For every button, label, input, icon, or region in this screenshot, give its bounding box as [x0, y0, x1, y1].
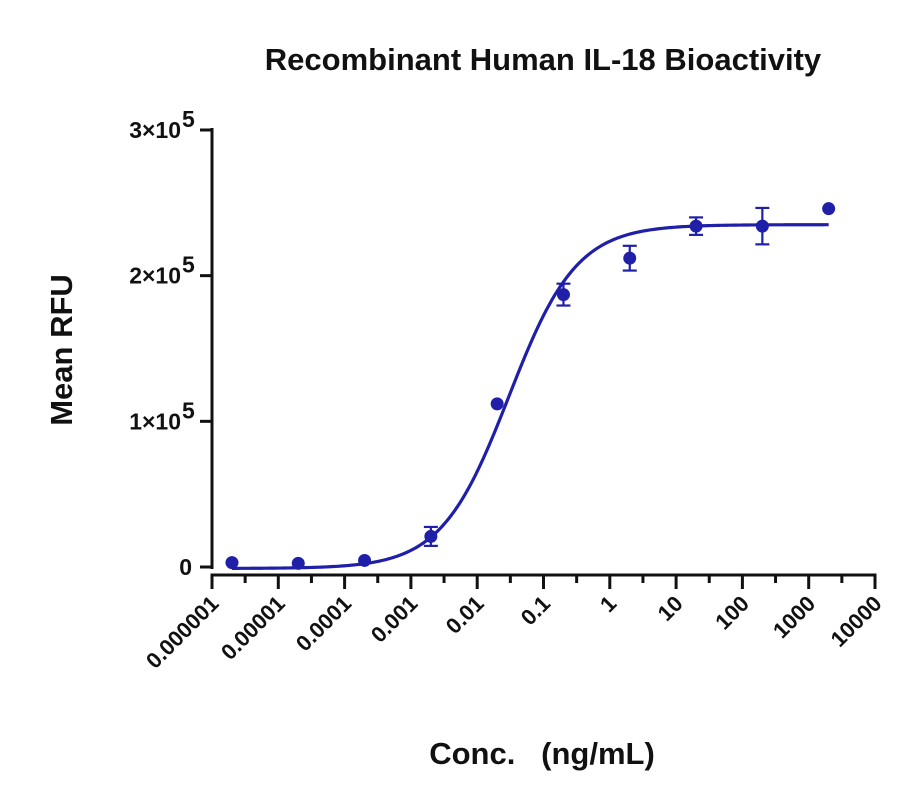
data-point: [689, 219, 703, 233]
data-point: [556, 288, 570, 302]
data-point: [490, 397, 504, 411]
x-axis-title: Conc. (ng/mL): [429, 736, 655, 771]
fit-curve-group: [231, 223, 829, 570]
y-tick-exponent: 5: [182, 106, 195, 132]
data-point: [358, 553, 372, 567]
y-tick-label: 3×10: [129, 117, 181, 143]
y-tick-exponent: 5: [182, 252, 195, 278]
y-axis-title: Mean RFU: [44, 274, 79, 426]
data-point: [755, 219, 769, 233]
x-tick-label: 0.0001: [291, 591, 356, 656]
y-tick-label: 0: [179, 554, 192, 580]
y-tick-label: 2×10: [129, 263, 181, 289]
data-point: [623, 251, 637, 265]
y-tick-label: 1×10: [129, 408, 181, 434]
x-tick-label: 0.001: [366, 591, 423, 648]
x-tick-label: 1: [595, 591, 621, 617]
data-point: [424, 529, 438, 543]
x-tick-label: 0.1: [516, 591, 555, 630]
fit-curve: [231, 223, 829, 570]
data-point: [822, 202, 836, 216]
x-tick-label: 10: [653, 591, 688, 626]
data-points-group: [225, 202, 836, 570]
y-tick-exponent: 5: [182, 397, 195, 423]
x-tick-label: 10000: [826, 591, 887, 652]
x-tick-label: 0.00001: [216, 591, 290, 665]
x-tick-label: 100: [710, 591, 754, 635]
x-tick-label: 0.01: [441, 591, 489, 639]
x-tick-label: 1000: [768, 591, 820, 643]
x-tick-label: 0.000001: [141, 591, 224, 674]
data-point: [291, 556, 305, 570]
data-point: [225, 556, 239, 570]
chart-title: Recombinant Human IL-18 Bioactivity: [265, 42, 822, 77]
